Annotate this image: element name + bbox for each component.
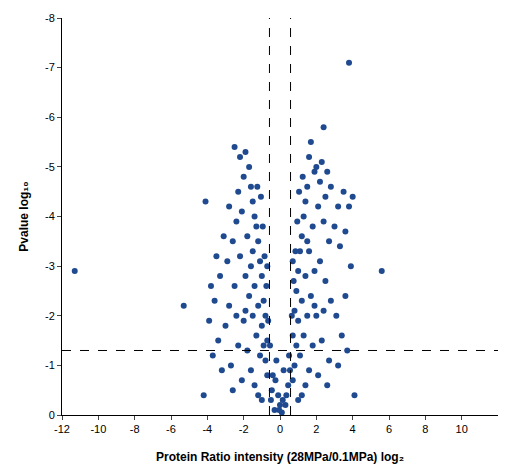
svg-text:-4: -4	[202, 423, 212, 435]
svg-text:10: 10	[456, 423, 468, 435]
svg-text:0: 0	[49, 409, 55, 421]
svg-text:4: 4	[350, 423, 356, 435]
svg-text:-1: -1	[45, 359, 55, 371]
svg-text:-6: -6	[45, 111, 55, 123]
svg-text:-2: -2	[45, 310, 55, 322]
svg-text:-2: -2	[239, 423, 249, 435]
svg-text:-8: -8	[130, 423, 140, 435]
svg-text:-10: -10	[90, 423, 106, 435]
svg-text:-6: -6	[166, 423, 176, 435]
svg-text:-4: -4	[45, 210, 55, 222]
svg-text:0: 0	[277, 423, 283, 435]
svg-text:6: 6	[386, 423, 392, 435]
svg-text:-3: -3	[45, 260, 55, 272]
svg-text:Protein Ratio intensity (28MPa: Protein Ratio intensity (28MPa/0.1MPa) l…	[156, 450, 404, 464]
svg-text:-8: -8	[45, 12, 55, 24]
svg-text:8: 8	[422, 423, 428, 435]
svg-text:2: 2	[313, 423, 319, 435]
svg-text:-12: -12	[54, 423, 70, 435]
svg-text:Pvalue log₁₀: Pvalue log₁₀	[17, 181, 31, 251]
svg-text:-7: -7	[45, 61, 55, 73]
svg-text:-5: -5	[45, 161, 55, 173]
